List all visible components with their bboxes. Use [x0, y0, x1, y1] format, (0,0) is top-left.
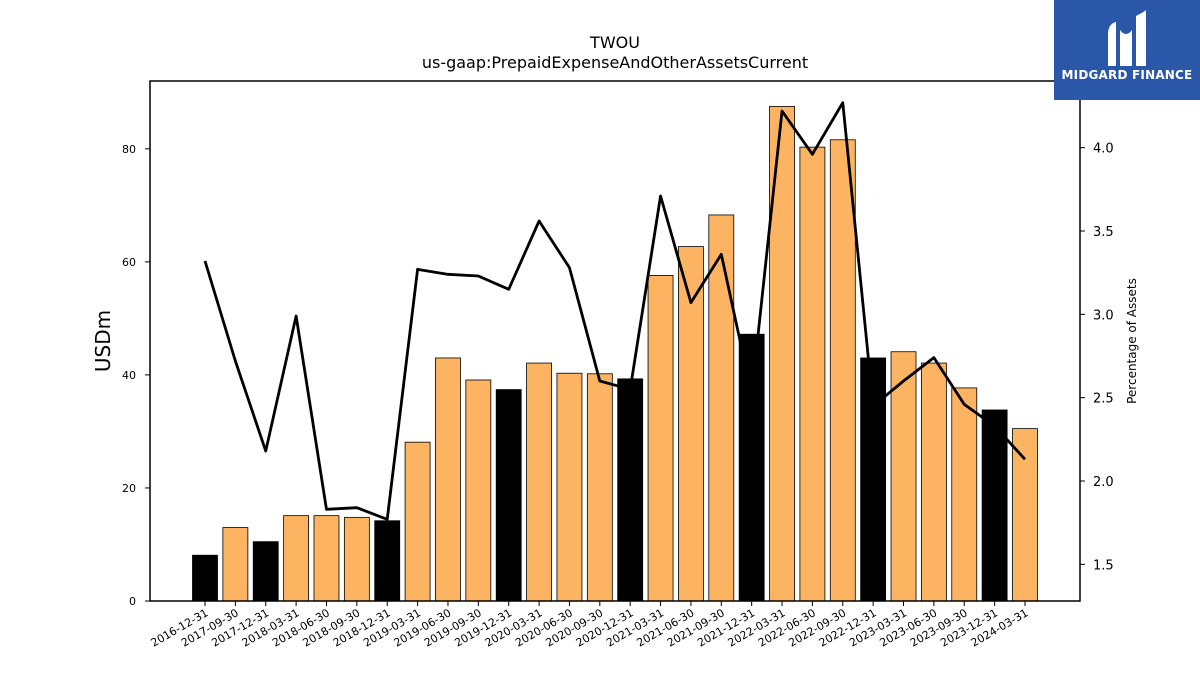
plot-frame — [149, 80, 1081, 602]
bar-2020-09-30 — [586, 373, 613, 602]
y2-tick-label: 4.0 — [1093, 142, 1114, 157]
y-tick-label: 20 — [122, 482, 136, 495]
y2-axis-label: Percentage of Assets — [1125, 278, 1139, 404]
y2-tick-label: 1.5 — [1093, 558, 1114, 573]
brand-logo-text: MIDGARD FINANCE — [1061, 68, 1193, 82]
y2-tick-label: 3.5 — [1093, 225, 1114, 240]
brand-logo: MIDGARD FINANCE — [1054, 0, 1200, 100]
y-tick-label: 80 — [122, 143, 136, 156]
bar-2024-03-31 — [1012, 428, 1038, 602]
y-axis-label: USDm — [91, 310, 115, 372]
y2-tick-label: 3.0 — [1093, 308, 1114, 323]
bar-2021-09-30 — [708, 214, 735, 602]
bar-2016-12-31 — [192, 554, 218, 602]
bar-2018-12-31 — [374, 520, 401, 602]
bar-2021-12-31 — [738, 333, 765, 602]
bar-2020-06-30 — [556, 372, 583, 602]
bar-2021-03-31 — [647, 275, 674, 602]
y-axis-ticks: 0 20 40 60 80 — [122, 143, 150, 608]
y2-axis-ticks: 1.5 2.0 2.5 3.0 3.5 4.0 — [1080, 142, 1114, 573]
line-series — [203, 101, 1027, 521]
percentage-line — [203, 101, 1027, 521]
bar-2020-03-31 — [526, 362, 552, 602]
bar-2023-06-30 — [920, 362, 947, 602]
x-axis-ticks: 2016-12-312017-09-302017-12-312018-03-31… — [149, 601, 1031, 650]
axes — [149, 80, 1081, 602]
bar-2018-09-30 — [343, 516, 370, 602]
bar-2023-03-31 — [890, 351, 917, 602]
bar-2021-06-30 — [678, 246, 704, 602]
bar-2019-03-31 — [404, 441, 431, 602]
chart-title: TWOU — [589, 33, 640, 52]
bar-2017-09-30 — [222, 527, 249, 602]
bar-2022-09-30 — [829, 139, 856, 602]
y2-tick-label: 2.0 — [1093, 475, 1114, 490]
bar-2019-12-31 — [495, 389, 522, 602]
bar-2020-12-31 — [617, 378, 644, 602]
midgard-logo-icon — [1108, 10, 1146, 66]
y-tick-label: 40 — [122, 369, 136, 382]
chart-subtitle: us-gaap:PrepaidExpenseAndOtherAssetsCurr… — [422, 53, 808, 72]
y2-tick-label: 2.5 — [1093, 392, 1114, 407]
bar-2018-03-31 — [283, 515, 310, 602]
y-tick-label: 60 — [122, 256, 136, 269]
bar-2019-09-30 — [465, 379, 492, 602]
bar-2019-06-30 — [435, 357, 461, 602]
bar-2017-12-31 — [252, 541, 279, 602]
bar-2022-06-30 — [799, 146, 826, 602]
bar-2023-09-30 — [951, 387, 978, 602]
bar-2018-06-30 — [313, 515, 340, 602]
y-tick-label: 0 — [129, 595, 136, 608]
bar-2023-12-31 — [981, 409, 1008, 602]
bar-series — [192, 106, 1038, 602]
